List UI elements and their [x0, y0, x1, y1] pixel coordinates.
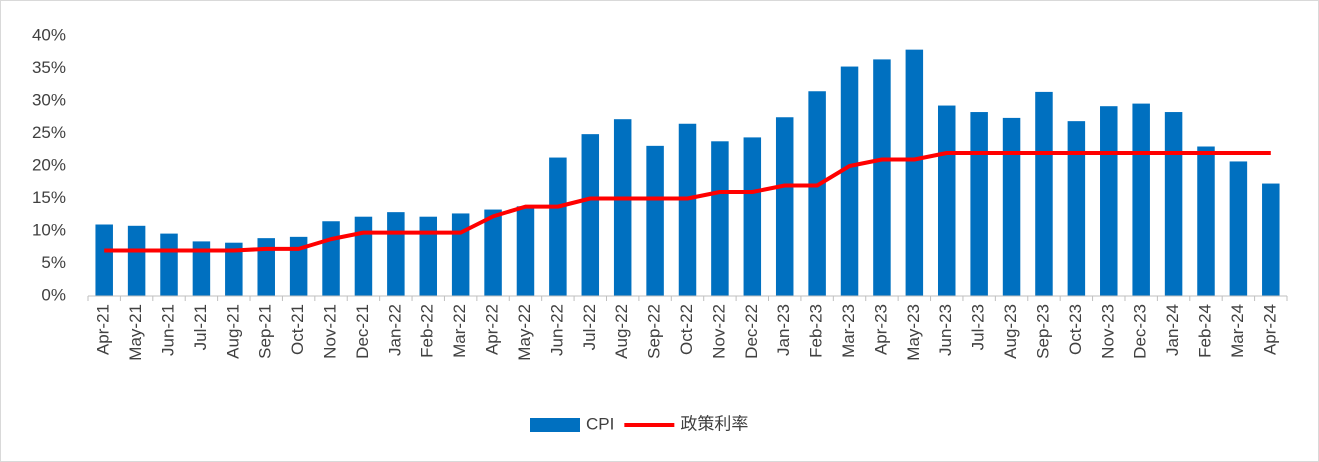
bar	[95, 224, 113, 296]
bar	[581, 134, 600, 296]
x-tick-label: Nov-22	[709, 304, 728, 359]
bar	[1067, 121, 1086, 297]
bar	[970, 112, 988, 296]
x-tick-label: Jun-22	[547, 304, 566, 356]
x-tick-label: Dec-22	[742, 304, 761, 359]
y-tick-label: 35%	[32, 58, 66, 77]
legend-label: CPI	[586, 414, 614, 433]
bar	[678, 123, 697, 296]
bar	[905, 49, 924, 297]
x-tick-label: Apr-24	[1260, 304, 1279, 355]
x-tick-label: Aug-22	[612, 304, 631, 359]
line	[104, 151, 1271, 253]
bar	[1229, 161, 1248, 296]
bar	[613, 119, 632, 296]
x-tick-label: Aug-21	[223, 304, 242, 359]
bar	[937, 105, 956, 296]
legend-swatch	[530, 418, 580, 432]
bar	[1164, 112, 1183, 296]
x-tick-label: May-21	[126, 304, 145, 361]
legend-label: 政策利率	[680, 414, 748, 433]
x-tick-label: Jun-21	[158, 304, 177, 356]
y-tick-label: 10%	[32, 220, 66, 239]
x-tick-label: Jan-24	[1163, 304, 1182, 356]
x-tick-label: Sep-22	[645, 304, 664, 359]
y-tick-label: 30%	[32, 90, 66, 109]
x-tick-label: Apr-22	[483, 304, 502, 355]
bar	[1035, 91, 1053, 297]
y-tick-label: 25%	[32, 123, 66, 142]
x-tick-label: Mar-23	[839, 304, 858, 358]
x-tick-label: Sep-23	[1033, 304, 1052, 359]
x-tick-label: Jul-21	[191, 304, 210, 350]
x-tick-label: Apr-23	[871, 304, 890, 355]
bar	[516, 206, 535, 296]
x-tick-label: Oct-23	[1066, 304, 1085, 355]
bar	[1262, 183, 1280, 296]
x-tick-label: Jan-23	[774, 304, 793, 356]
x-tick-label: Jul-22	[580, 304, 599, 350]
bar	[711, 141, 729, 296]
bar	[289, 236, 308, 296]
bar	[549, 157, 567, 296]
bar	[451, 213, 470, 296]
bar	[160, 233, 178, 296]
x-tick-label: Feb-23	[807, 304, 826, 358]
bar	[484, 209, 502, 296]
bar	[808, 91, 826, 296]
x-tick-label: Jul-23	[969, 304, 988, 350]
y-tick-label: 0%	[41, 285, 66, 304]
bar	[192, 241, 211, 296]
x-tick-label: Aug-23	[1001, 304, 1020, 359]
x-tick-label: Oct-22	[677, 304, 696, 355]
bar	[257, 238, 275, 296]
bar	[1002, 117, 1021, 297]
x-tick-label: May-23	[904, 304, 923, 361]
bar	[127, 225, 146, 296]
bar	[646, 145, 664, 296]
x-tick-label: Jun-23	[936, 304, 955, 356]
y-tick-label: 40%	[32, 25, 66, 44]
bar	[354, 216, 373, 296]
y-tick-label: 15%	[32, 188, 66, 207]
x-tick-label: Mar-24	[1228, 304, 1247, 358]
y-tick-label: 20%	[32, 155, 66, 174]
x-tick-label: Oct-21	[288, 304, 307, 355]
x-tick-label: Mar-22	[450, 304, 469, 358]
x-tick-label: Sep-21	[256, 304, 275, 359]
x-tick-label: Feb-24	[1195, 304, 1214, 358]
x-tick-label: May-22	[515, 304, 534, 361]
x-tick-label: Nov-21	[321, 304, 340, 359]
bar	[1100, 106, 1118, 296]
x-tick-label: Nov-23	[1098, 304, 1117, 359]
bar	[743, 137, 762, 296]
x-tick-label: Dec-21	[353, 304, 372, 359]
x-tick-label: Feb-22	[418, 304, 437, 358]
bar	[840, 66, 859, 296]
bar	[775, 117, 794, 296]
bar	[322, 221, 340, 296]
bar	[1197, 146, 1215, 296]
x-tick-label: Dec-23	[1131, 304, 1150, 359]
y-tick-label: 5%	[41, 253, 66, 272]
bar	[387, 212, 405, 296]
x-tick-label: Apr-21	[94, 304, 113, 355]
bar	[419, 216, 438, 296]
bar	[873, 59, 891, 297]
bar	[1132, 103, 1150, 296]
x-tick-label: Jan-22	[385, 304, 404, 356]
bar	[225, 242, 243, 296]
